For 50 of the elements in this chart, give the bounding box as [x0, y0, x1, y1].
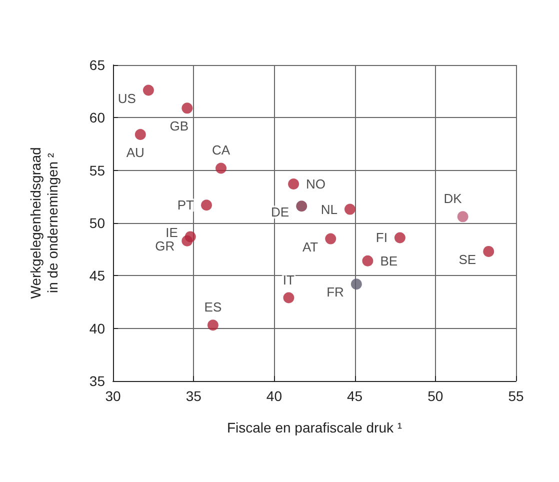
point — [283, 292, 294, 304]
x-tick-label: 45 — [347, 388, 363, 404]
y-axis-title: Werkgelegenheidsgraad in de ondernemingen ² — [28, 147, 60, 299]
y-tick-label: 50 — [89, 215, 106, 231]
point — [207, 320, 218, 331]
data-label: FR — [326, 284, 344, 300]
data-label: GR — [155, 238, 175, 254]
point — [457, 211, 468, 222]
data-label: DE — [271, 204, 290, 220]
y-tick-label: 55 — [89, 162, 106, 178]
point — [350, 278, 362, 290]
x-axis-title: Fiscale en parafiscale druk ¹ — [226, 420, 402, 436]
data-label: GB — [170, 118, 189, 134]
point — [142, 84, 154, 96]
x-tick-label: 50 — [428, 388, 444, 404]
point — [362, 255, 374, 266]
y-tick-label: 40 — [89, 320, 106, 336]
x-tick-label: 55 — [508, 388, 524, 404]
data-label: AU — [126, 145, 144, 160]
point — [134, 129, 146, 140]
data-label: ES — [204, 300, 222, 315]
x-tick-label: 30 — [105, 388, 121, 404]
point — [296, 200, 308, 212]
point — [394, 232, 406, 244]
y-tick-label: 35 — [89, 373, 106, 389]
x-tick-label: 35 — [186, 388, 202, 404]
point — [344, 204, 356, 215]
data-label: NO — [306, 176, 326, 192]
data-label: PT — [177, 198, 194, 213]
data-label: CA — [212, 142, 230, 158]
point — [216, 162, 227, 174]
data-label: NL — [320, 202, 338, 217]
point — [182, 102, 193, 114]
point — [201, 200, 212, 211]
y-tick-label: 45 — [89, 268, 106, 284]
data-label: IT — [282, 272, 295, 288]
data-label: DK — [444, 191, 462, 206]
x-tick-label: 40 — [266, 388, 282, 404]
data-label: AT — [302, 239, 318, 254]
data-label: US — [118, 90, 136, 106]
point — [288, 178, 300, 190]
data-label: IE — [166, 225, 178, 240]
y-tick-label: 60 — [89, 110, 106, 126]
point — [483, 246, 494, 257]
data-label: FI — [376, 230, 388, 246]
data-label: SE — [458, 252, 476, 267]
data-label: BE — [380, 253, 398, 268]
point — [325, 233, 336, 244]
y-tick-label: 65 — [89, 57, 106, 73]
point — [182, 235, 193, 246]
